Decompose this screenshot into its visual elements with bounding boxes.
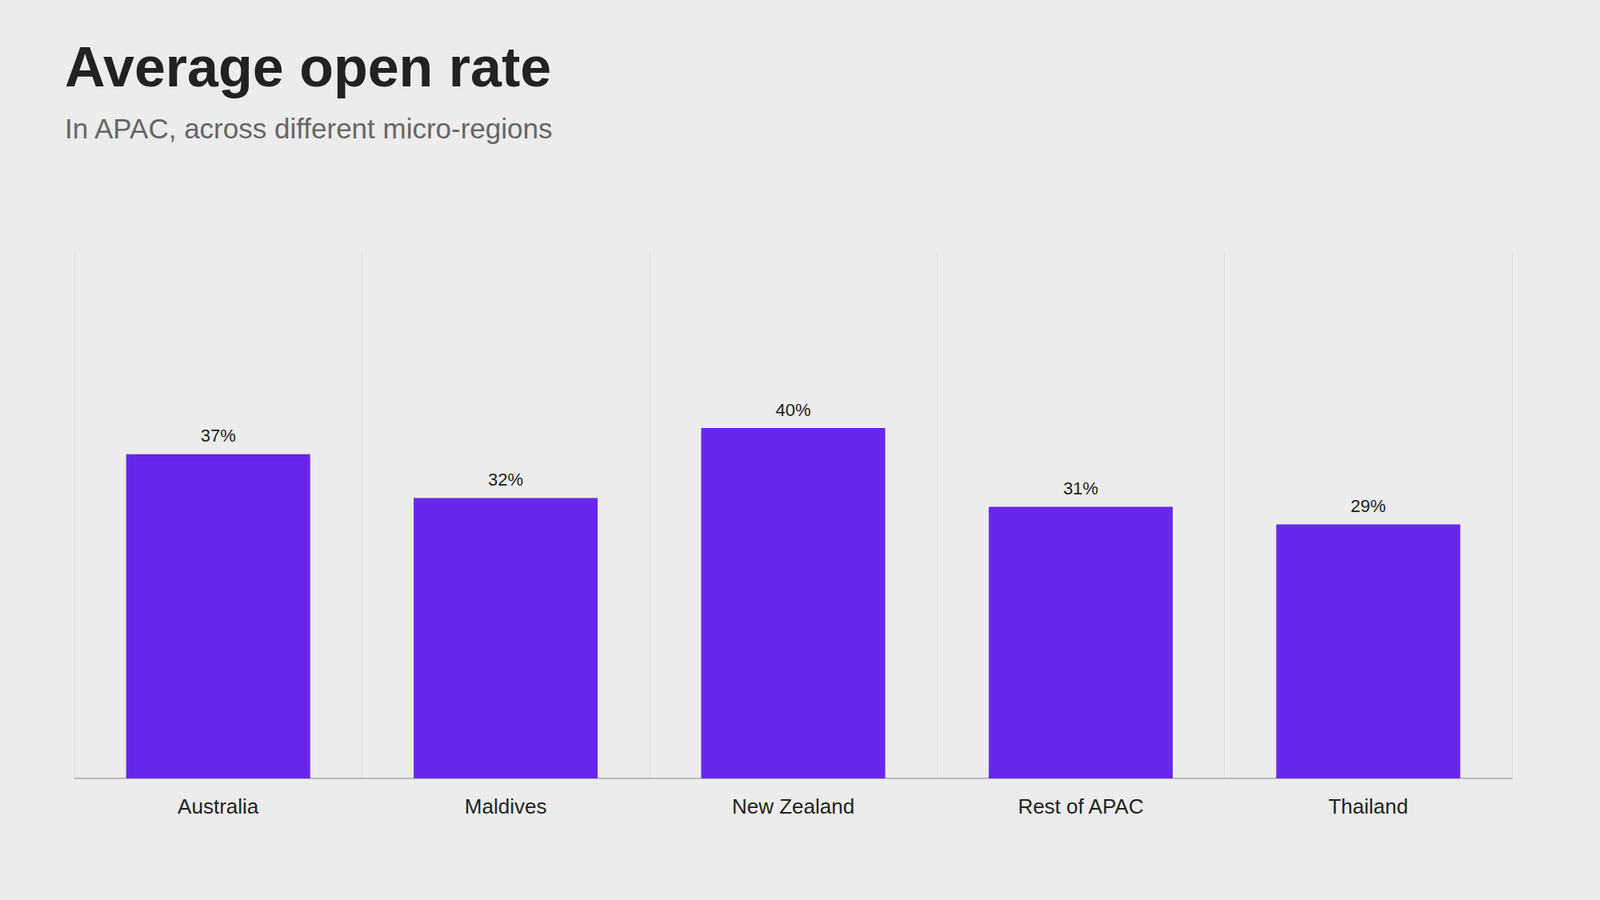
svg-text:29%: 29% — [1350, 496, 1386, 516]
svg-text:New Zealand: New Zealand — [732, 794, 855, 819]
svg-text:Average open rate: Average open rate — [64, 36, 552, 99]
svg-text:37%: 37% — [200, 425, 236, 446]
svg-text:In APAC, across different micr: In APAC, across different micro-regions — [64, 112, 553, 144]
svg-text:Maldives: Maldives — [464, 794, 548, 819]
svg-text:Australia: Australia — [177, 794, 260, 819]
svg-text:40%: 40% — [775, 400, 811, 420]
svg-text:32%: 32% — [488, 469, 524, 490]
svg-text:Rest of APAC: Rest of APAC — [1017, 794, 1144, 819]
svg-text:Thailand: Thailand — [1328, 794, 1408, 819]
svg-text:31%: 31% — [1063, 478, 1099, 499]
